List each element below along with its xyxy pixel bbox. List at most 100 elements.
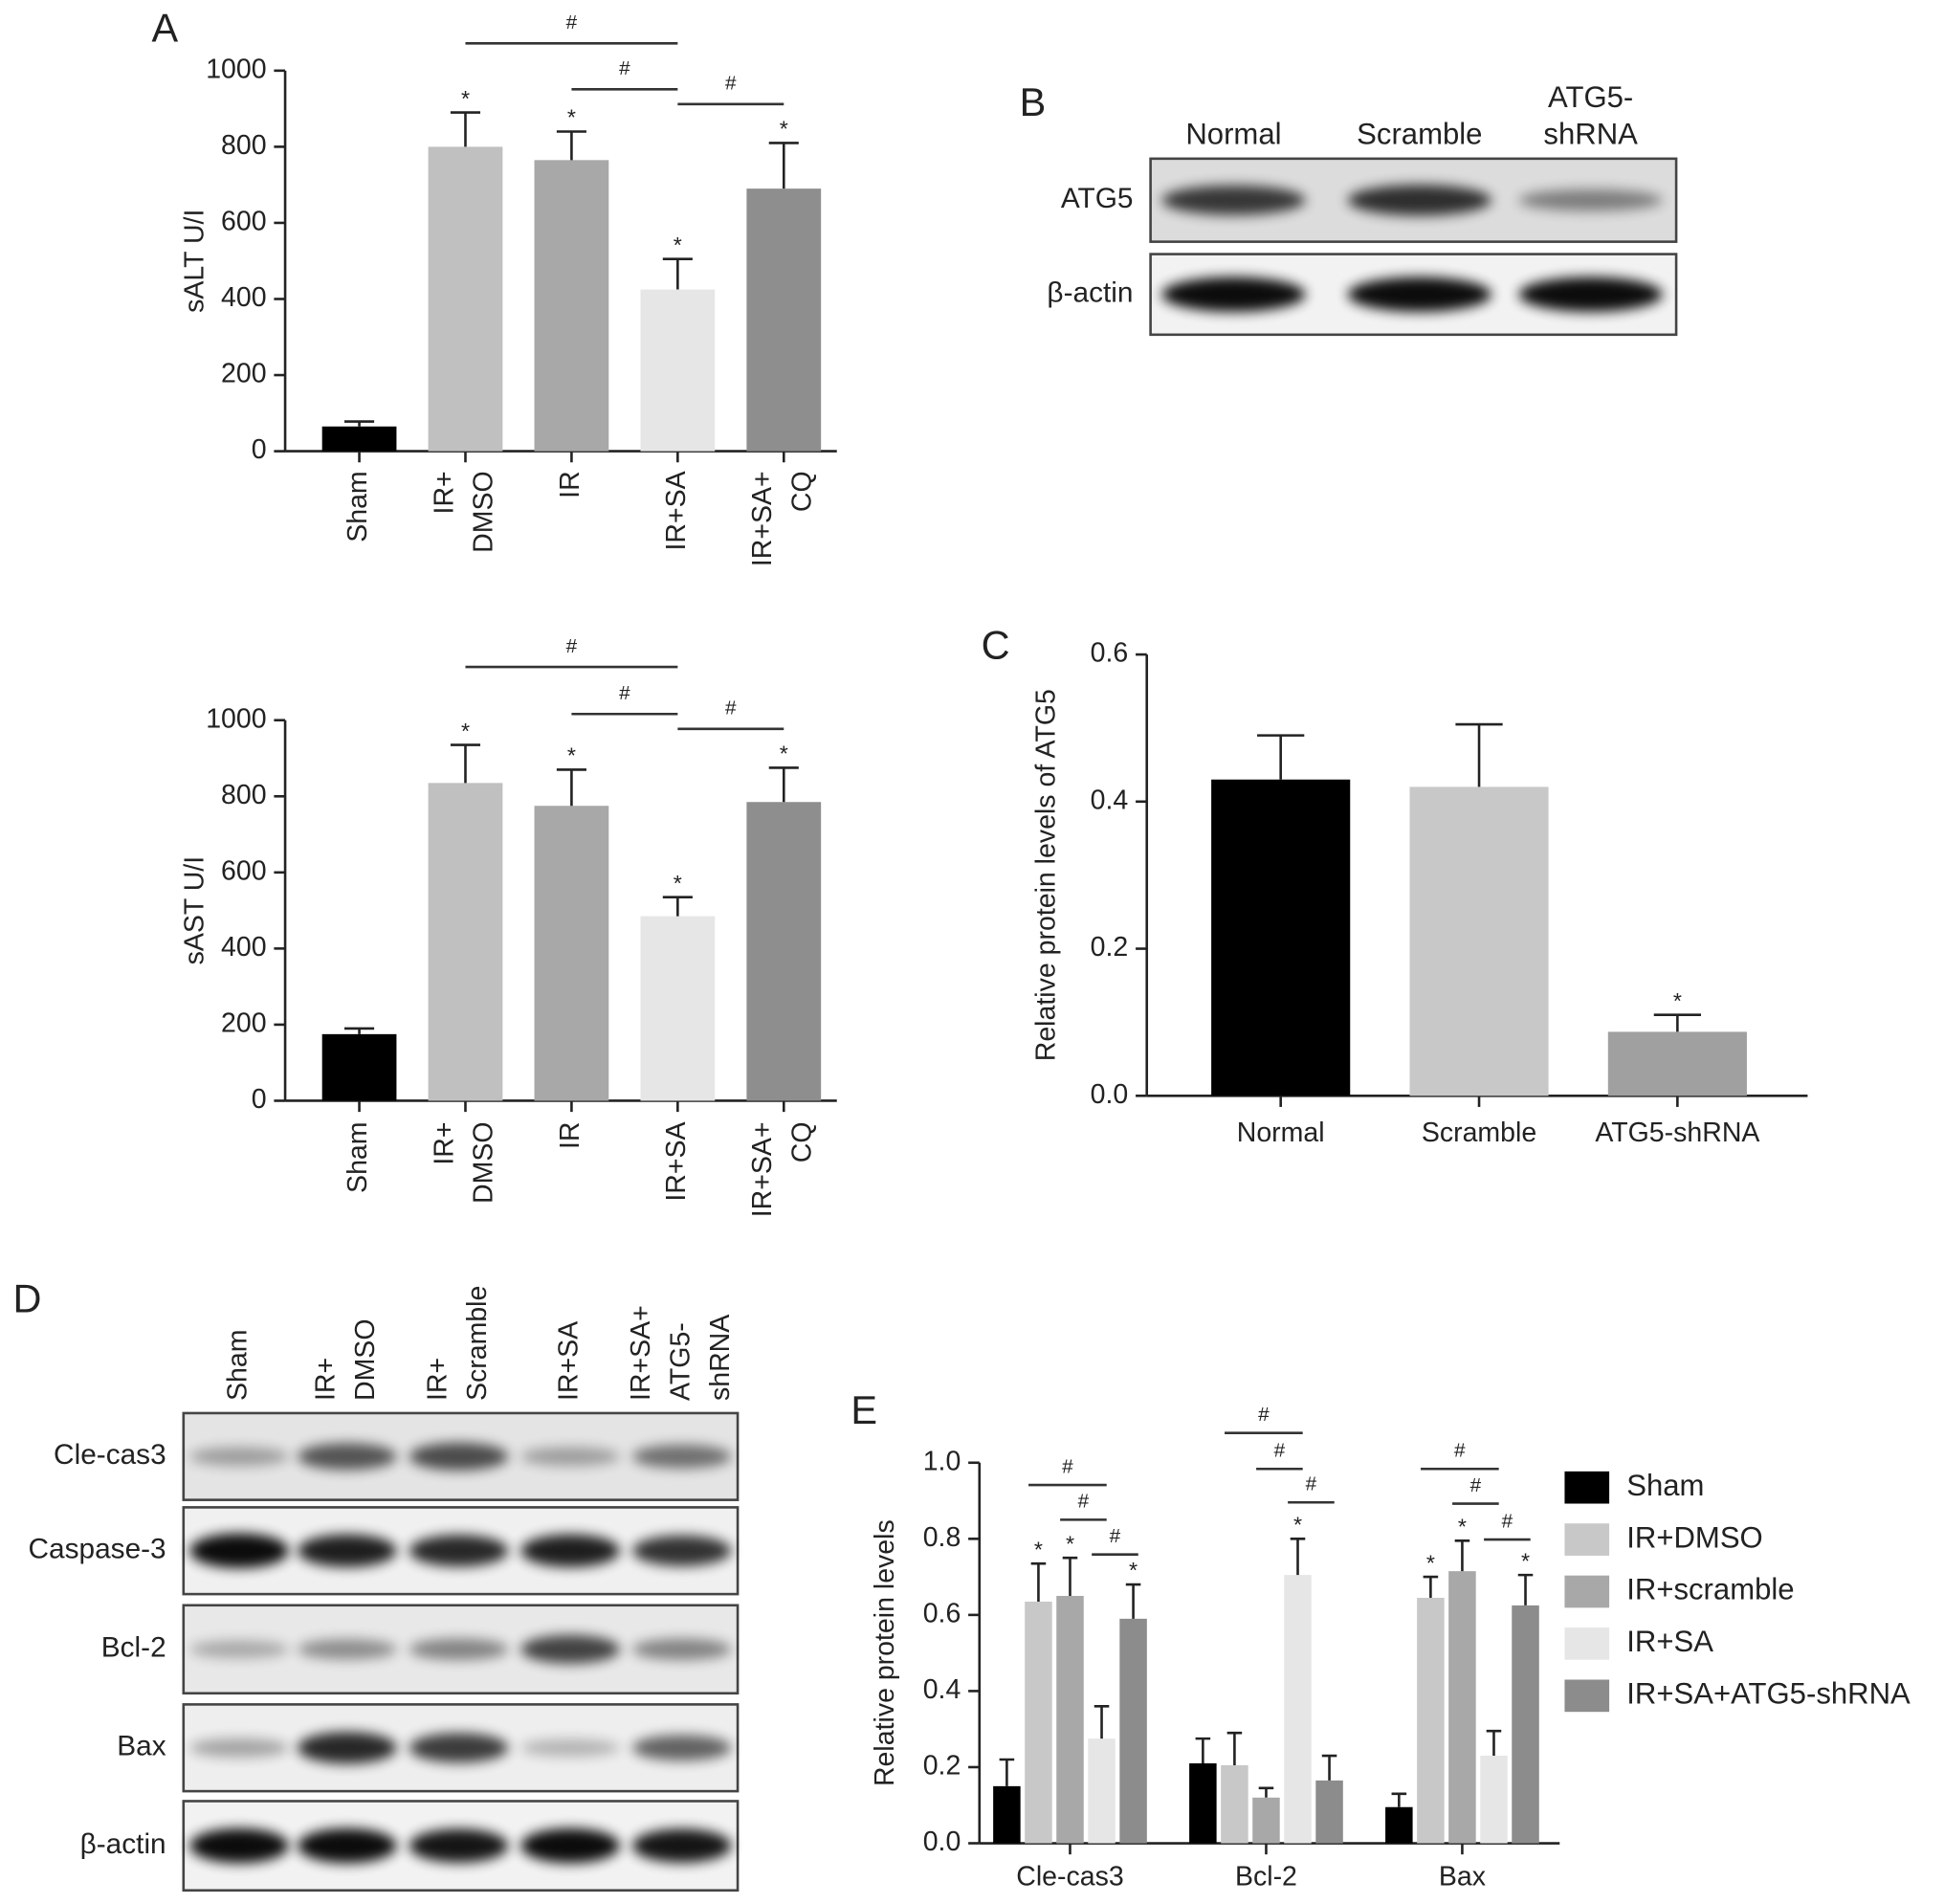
error-bar [662,896,693,917]
bar [1417,1597,1445,1844]
significance-label: # [1062,1455,1073,1477]
significance-label: # [1078,1491,1090,1513]
bar [428,146,503,452]
significance-marker: * [674,871,682,896]
y-tick-label: 0.6 [923,1598,961,1628]
lane-label: ATG5- [665,1322,696,1401]
lane-label: Normal [1185,118,1281,151]
bar [746,802,822,1101]
significance-marker: * [1458,1515,1467,1539]
row-label: Bax [117,1731,166,1762]
error-bar [999,1758,1015,1786]
bar [1211,779,1351,1096]
y-tick-label: 1.0 [923,1446,961,1476]
blot-band [409,1638,509,1661]
lane-label: Sham [223,1330,254,1401]
blot-band [298,1534,397,1567]
significance-marker: * [1673,988,1682,1013]
significance-label: # [619,57,630,79]
y-tick-label: 0.2 [1091,932,1129,963]
blot-band [409,1442,509,1471]
lane-label: ATG5- [1548,80,1633,114]
y-tick-label: 800 [221,780,267,810]
x-tick-label: IR+SA [661,471,692,550]
significance-marker: * [1521,1548,1530,1573]
significance-label: # [1258,1404,1270,1426]
blot-band [409,1828,509,1863]
panel-letter: C [982,623,1010,668]
error-bar [1195,1737,1211,1763]
row-label: Caspase-3 [29,1534,166,1565]
legend-swatch [1564,1575,1610,1608]
error-bar [662,257,693,290]
x-tick-label: Cle-cas3 [1016,1861,1123,1892]
x-tick-label: Sham [342,471,373,542]
blot-band [1347,185,1491,216]
significance-label: # [1502,1510,1513,1532]
bar [1119,1618,1147,1844]
blot-band [520,1634,620,1664]
legend-label: IR+SA+ATG5-shRNA [1626,1677,1911,1711]
significance-marker: * [1293,1513,1302,1538]
bar [321,1033,397,1101]
y-tick-label: 0.4 [1091,785,1129,815]
significance-marker: * [1129,1558,1138,1583]
legend-swatch [1564,1523,1610,1556]
significance-label: # [1306,1473,1317,1495]
y-tick-label: 0.8 [923,1522,961,1553]
y-tick-label: 400 [221,282,267,313]
error-bar [450,111,481,147]
bar [1056,1595,1084,1844]
x-tick-label: DMSO [469,1121,499,1203]
significance-marker: * [461,86,470,111]
error-bar [450,743,481,784]
y-tick-label: 0.4 [923,1674,961,1705]
error-bar [1258,1786,1274,1798]
error-bar [1030,1561,1047,1602]
x-tick-label: IR+SA+ [747,1121,778,1217]
blot-band [1161,277,1306,312]
x-tick-label: IR [555,471,585,498]
blot-band [631,1735,732,1761]
blot-band [631,1828,732,1863]
panel-letter: E [850,1387,877,1432]
lane-label: shRNA [705,1315,736,1401]
blot-band [298,1732,397,1764]
y-axis-label: Relative protein levels [870,1519,900,1786]
x-tick-label: CQ [787,471,818,512]
lane-label: Scramble [1357,118,1482,151]
legend-label: IR+SA [1626,1625,1713,1658]
blot-band [189,1827,289,1864]
bar [428,783,503,1101]
error-bar [1653,1013,1701,1032]
bar [534,806,609,1101]
bar [1221,1764,1248,1844]
x-tick-label: IR [555,1121,585,1148]
blot-band [189,1738,289,1758]
significance-marker: * [674,232,682,257]
y-axis-label: Relative protein levels of ATG5 [1031,689,1062,1061]
bar [321,426,397,452]
blot-band [1347,277,1491,312]
x-tick-label: IR+SA [661,1121,692,1201]
blot-band [298,1827,397,1864]
error-bar [1455,722,1503,787]
y-axis-label: sALT U/I [179,210,210,313]
blot-band [520,1738,620,1757]
bar [1480,1756,1508,1844]
panel-letter: B [1020,79,1047,124]
bar [1385,1806,1413,1844]
legend-label: IR+scramble [1626,1573,1794,1606]
x-tick-label: IR+SA+ [747,471,778,566]
x-tick-label: Sham [342,1121,373,1192]
error-bar [1062,1556,1078,1596]
significance-marker: * [1066,1531,1074,1556]
y-tick-label: 400 [221,932,267,963]
blot-band [631,1638,732,1661]
row-label: β-actin [1047,277,1133,309]
significance-label: # [725,697,737,720]
bar [1409,786,1549,1096]
error-bar [1226,1731,1243,1765]
significance-marker: * [567,743,576,768]
